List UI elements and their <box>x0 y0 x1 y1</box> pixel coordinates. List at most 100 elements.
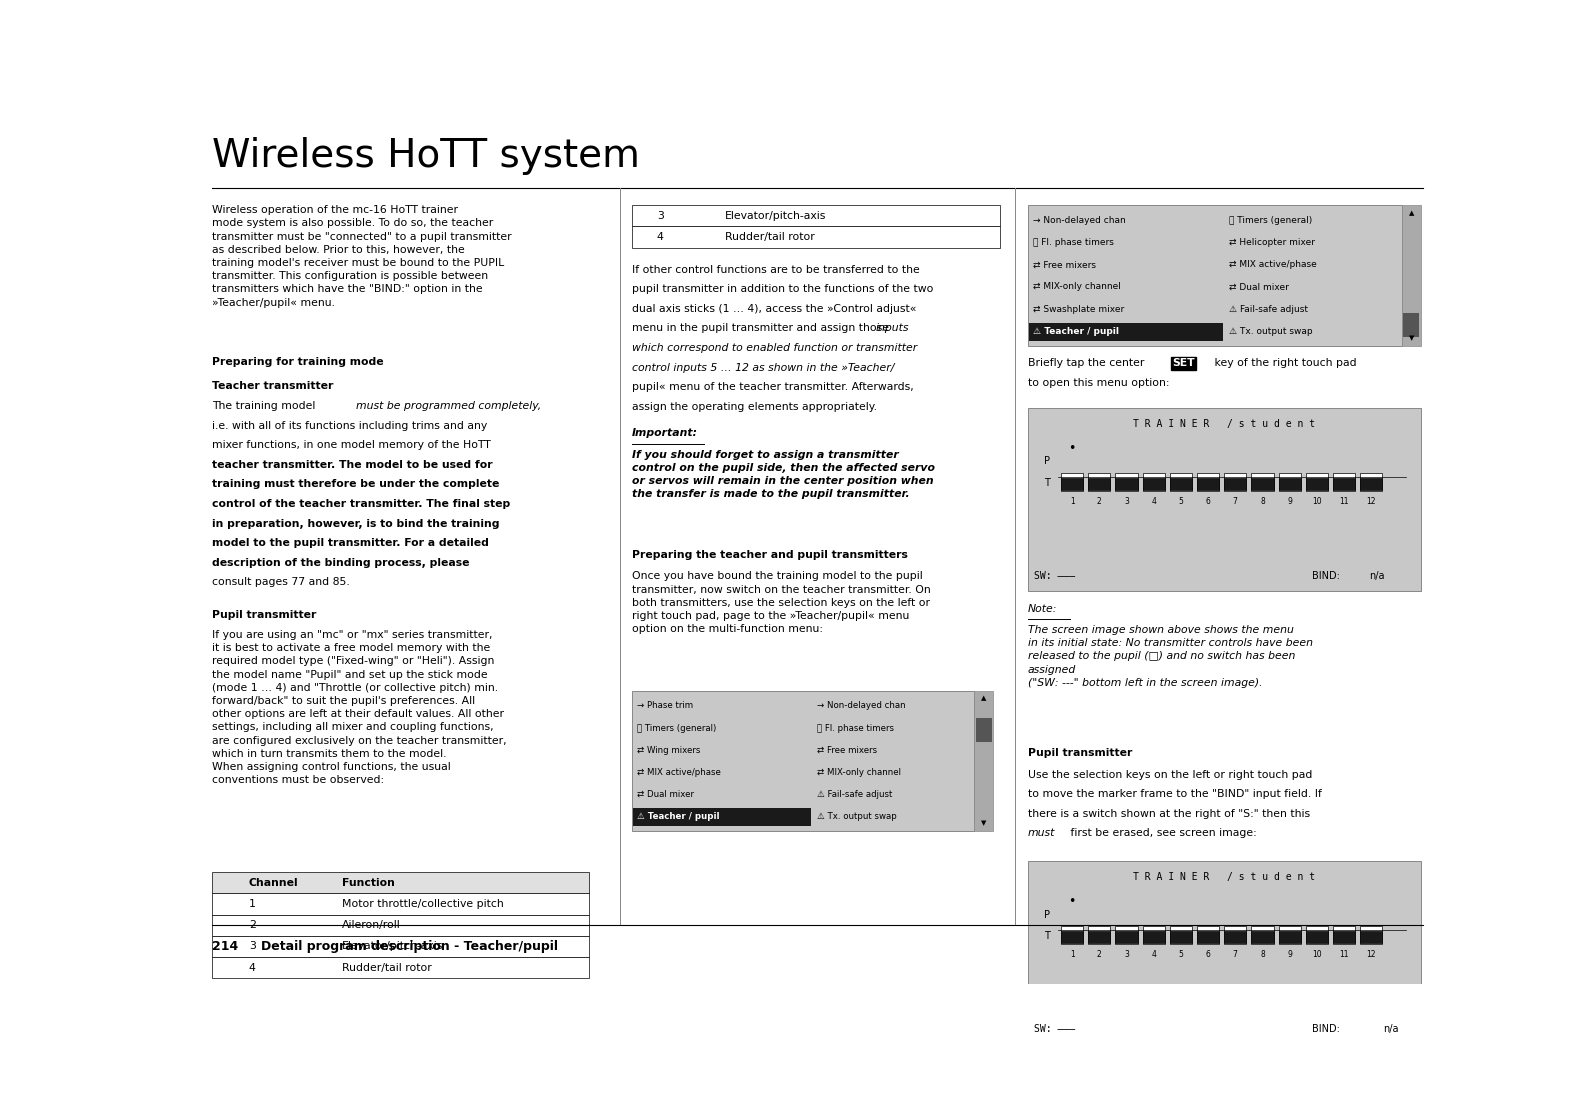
Bar <box>1361 926 1383 945</box>
Text: 11: 11 <box>1340 950 1349 959</box>
Text: ⇄ Free mixers: ⇄ Free mixers <box>818 745 877 754</box>
Text: Pupil transmitter: Pupil transmitter <box>1027 749 1132 759</box>
Text: 4: 4 <box>1152 950 1156 959</box>
Text: ⇄ MIX active/phase: ⇄ MIX active/phase <box>636 768 721 776</box>
Text: Wireless HoTT system: Wireless HoTT system <box>212 137 640 175</box>
Text: 6: 6 <box>1206 950 1211 959</box>
Bar <box>1027 205 1402 345</box>
Bar <box>1088 926 1110 945</box>
Bar <box>1061 926 1083 945</box>
Text: The screen image shown above shows the menu
in its initial state: No transmitter: The screen image shown above shows the m… <box>1027 625 1313 688</box>
Text: ⇄ MIX-only channel: ⇄ MIX-only channel <box>1032 282 1120 291</box>
Text: Briefly tap the center: Briefly tap the center <box>1027 358 1147 368</box>
Text: Rudder/tail rotor: Rudder/tail rotor <box>341 962 431 973</box>
Bar <box>1361 930 1383 942</box>
Text: •: • <box>1069 442 1075 456</box>
Text: → Phase trim: → Phase trim <box>636 701 694 710</box>
Text: ⏱ Timers (general): ⏱ Timers (general) <box>636 723 716 732</box>
Bar <box>976 718 992 742</box>
Text: 4: 4 <box>249 962 255 973</box>
Bar <box>1223 472 1246 491</box>
Text: T: T <box>1043 478 1050 488</box>
Text: ▼: ▼ <box>1408 335 1415 341</box>
Bar <box>212 915 589 936</box>
Text: menu in the pupil transmitter and assign those: menu in the pupil transmitter and assign… <box>632 323 893 334</box>
Text: ⇄ MIX active/phase: ⇄ MIX active/phase <box>1230 260 1317 269</box>
Text: ⇄ MIX-only channel: ⇄ MIX-only channel <box>818 768 901 776</box>
Bar <box>1361 472 1383 491</box>
Text: 3: 3 <box>1124 498 1129 507</box>
Text: ⇄ Swashplate mixer: ⇄ Swashplate mixer <box>1032 304 1124 313</box>
Text: to open this menu option:: to open this menu option: <box>1027 378 1169 388</box>
Bar <box>1142 930 1164 942</box>
Text: BIND:: BIND: <box>1313 1024 1340 1034</box>
Text: 1: 1 <box>1070 950 1075 959</box>
Text: 12: 12 <box>1367 498 1376 507</box>
Bar <box>1279 930 1302 942</box>
Bar <box>1223 926 1246 945</box>
Text: SET: SET <box>1172 358 1195 368</box>
Text: P: P <box>1043 909 1050 919</box>
Bar <box>1061 478 1083 490</box>
Bar <box>1252 930 1273 942</box>
Text: ⚠ Tx. output swap: ⚠ Tx. output swap <box>1230 326 1313 335</box>
Text: 2: 2 <box>1097 950 1102 959</box>
Text: ⇄ Wing mixers: ⇄ Wing mixers <box>636 745 700 754</box>
Text: control inputs 5 … 12 as shown in the »Teacher/: control inputs 5 … 12 as shown in the »T… <box>632 363 895 373</box>
Text: i.e. with all of its functions including trims and any: i.e. with all of its functions including… <box>212 420 486 430</box>
Text: Elevator/pitch-axis: Elevator/pitch-axis <box>341 941 443 951</box>
Bar <box>1404 313 1420 337</box>
Bar <box>632 690 975 831</box>
Text: Aileron/roll: Aileron/roll <box>341 920 400 930</box>
Text: SW: ———: SW: ——— <box>1034 1024 1075 1034</box>
Text: key of the right touch pad: key of the right touch pad <box>1211 358 1356 368</box>
Bar <box>1027 408 1421 591</box>
Bar <box>975 690 994 831</box>
Bar <box>1279 472 1302 491</box>
Text: Motor throttle/collective pitch: Motor throttle/collective pitch <box>341 899 504 909</box>
Bar <box>1115 478 1137 490</box>
Text: 2: 2 <box>249 920 255 930</box>
Text: 8: 8 <box>1260 950 1265 959</box>
Text: 12: 12 <box>1367 950 1376 959</box>
Bar <box>1169 478 1191 490</box>
Bar <box>1088 472 1110 491</box>
Bar <box>212 872 589 894</box>
Text: 5: 5 <box>1179 950 1183 959</box>
Text: 9: 9 <box>1287 950 1292 959</box>
Bar <box>1306 478 1329 490</box>
Text: 8: 8 <box>1260 498 1265 507</box>
Bar <box>1196 926 1219 945</box>
Text: 3: 3 <box>1124 950 1129 959</box>
Text: T R A I N E R   / s t u d e n t: T R A I N E R / s t u d e n t <box>1132 419 1316 429</box>
Text: ⇄ Free mixers: ⇄ Free mixers <box>1032 260 1096 269</box>
Text: T: T <box>1043 931 1050 941</box>
Bar <box>1061 930 1083 942</box>
Text: n/a: n/a <box>1383 1024 1399 1034</box>
Text: BIND:: BIND: <box>1313 571 1340 581</box>
Text: Preparing for training mode: Preparing for training mode <box>212 357 383 367</box>
Text: must be programmed completely,: must be programmed completely, <box>356 401 542 411</box>
Text: T R A I N E R   / s t u d e n t: T R A I N E R / s t u d e n t <box>1132 872 1316 881</box>
Text: Preparing the teacher and pupil transmitters: Preparing the teacher and pupil transmit… <box>632 550 908 560</box>
Bar <box>633 808 812 826</box>
Text: pupil transmitter in addition to the functions of the two: pupil transmitter in addition to the fun… <box>632 284 933 294</box>
Bar <box>212 957 589 979</box>
Text: •: • <box>1069 895 1075 908</box>
Text: ⚠ Teacher / pupil: ⚠ Teacher / pupil <box>1032 326 1118 335</box>
Text: Detail program description - Teacher/pupil: Detail program description - Teacher/pup… <box>262 940 558 953</box>
Text: ⚠ Fail-safe adjust: ⚠ Fail-safe adjust <box>1230 304 1308 313</box>
Text: dual axis sticks (1 … 4), access the »Control adjust«: dual axis sticks (1 … 4), access the »Co… <box>632 304 917 314</box>
Text: description of the binding process, please: description of the binding process, plea… <box>212 557 469 567</box>
Text: ⏱ Fl. phase timers: ⏱ Fl. phase timers <box>1032 238 1113 247</box>
Bar <box>212 894 589 915</box>
Bar <box>1088 930 1110 942</box>
Text: 3: 3 <box>249 941 255 951</box>
Bar <box>1142 472 1164 491</box>
Text: 11: 11 <box>1340 498 1349 507</box>
Text: 10: 10 <box>1313 498 1322 507</box>
Text: model to the pupil transmitter. For a detailed: model to the pupil transmitter. For a de… <box>212 539 488 549</box>
Text: inputs: inputs <box>876 323 909 334</box>
Bar <box>1169 926 1191 945</box>
Bar <box>1279 926 1302 945</box>
